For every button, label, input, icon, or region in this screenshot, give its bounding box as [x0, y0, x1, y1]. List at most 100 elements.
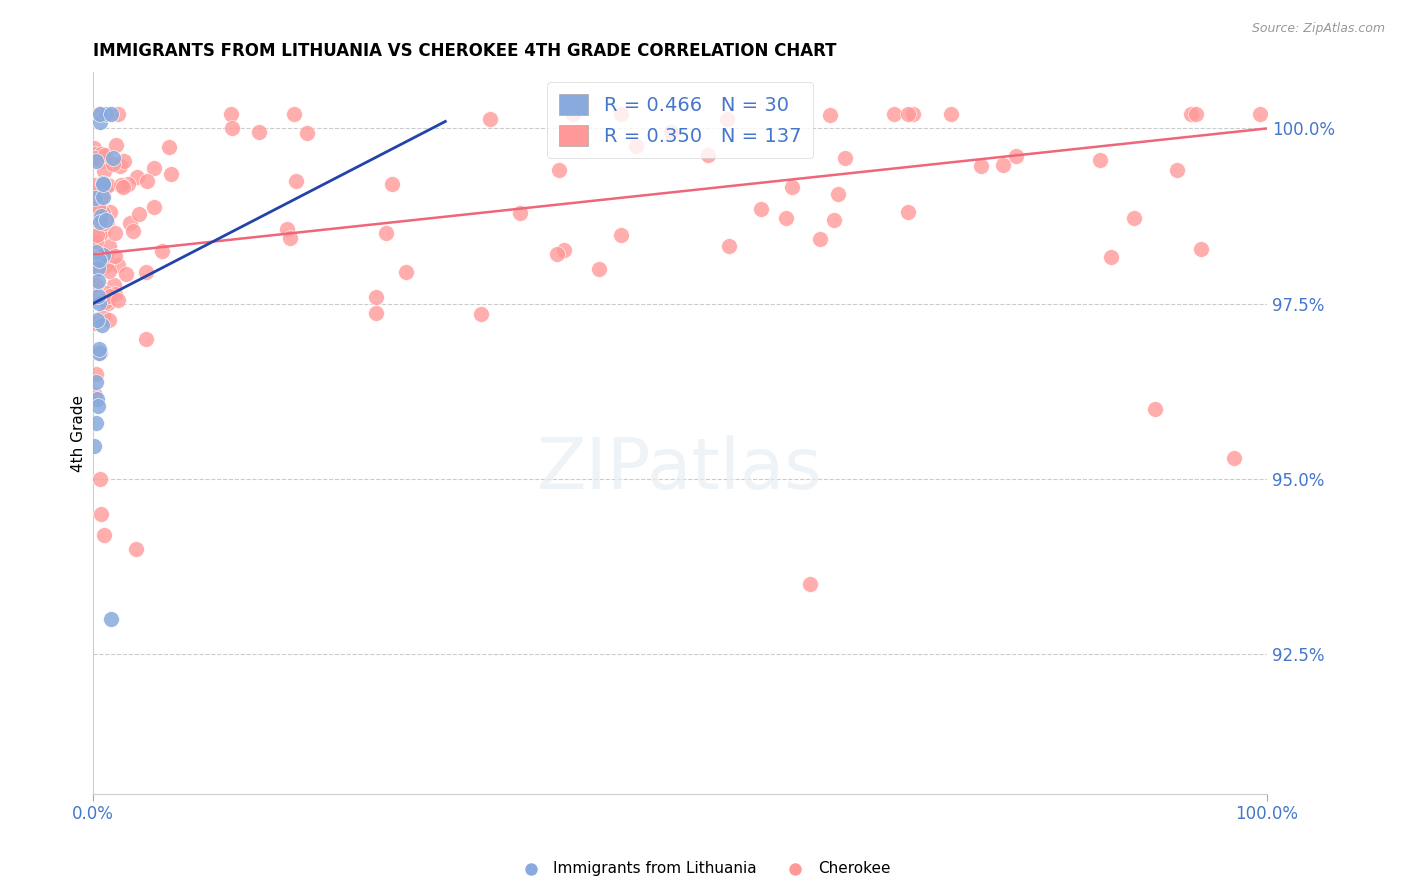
Point [89, 472, 111, 486]
Point [83, 178, 105, 193]
Point [1180, 107, 1202, 121]
Point [107, 107, 129, 121]
Point [89, 107, 111, 121]
Point [548, 162, 571, 177]
Point [94, 180, 117, 194]
Point [83, 212, 105, 227]
Point [87, 289, 110, 303]
Point [93, 148, 115, 162]
Point [827, 187, 849, 202]
Point [96, 213, 118, 227]
Y-axis label: 4th Grade: 4th Grade [72, 394, 86, 472]
Point [103, 277, 125, 292]
Point [86, 392, 108, 407]
Point [89, 215, 111, 229]
Point [115, 268, 138, 282]
Point [375, 226, 398, 240]
Point [96, 107, 118, 121]
Point [808, 232, 831, 246]
Point [98, 313, 121, 327]
Point [84, 154, 107, 169]
Point [90, 507, 112, 521]
Point [1122, 211, 1144, 226]
Point [98, 204, 121, 219]
Point [799, 576, 821, 591]
Point [90, 146, 112, 161]
Point [1189, 242, 1212, 256]
Point [91, 309, 114, 323]
Point [142, 200, 165, 214]
Point [94, 295, 117, 310]
Point [1223, 450, 1246, 465]
Point [775, 211, 797, 225]
Point [366, 306, 388, 320]
Point [588, 261, 610, 276]
Point [395, 264, 418, 278]
Point [91, 176, 114, 190]
Point [276, 222, 298, 236]
Point [96, 248, 118, 262]
Point [107, 258, 129, 272]
Point [1166, 162, 1188, 177]
Point [86, 312, 108, 326]
Point [90, 190, 112, 204]
Point [897, 107, 920, 121]
Point [283, 107, 305, 121]
Point [84, 235, 107, 249]
Point [1099, 251, 1122, 265]
Point [103, 151, 125, 165]
Point [717, 239, 740, 253]
Point [94, 214, 117, 228]
Point [284, 174, 307, 188]
Point [470, 307, 492, 321]
Text: Source: ZipAtlas.com: Source: ZipAtlas.com [1251, 22, 1385, 36]
Legend: Immigrants from Lithuania, Cherokee: Immigrants from Lithuania, Cherokee [509, 855, 897, 882]
Point [93, 527, 115, 541]
Point [97, 296, 120, 310]
Point [87, 199, 110, 213]
Point [364, 289, 387, 303]
Point [903, 107, 925, 121]
Point [93, 164, 115, 178]
Point [624, 138, 647, 153]
Point [83, 194, 105, 208]
Point [97, 178, 120, 193]
Point [101, 157, 124, 171]
Point [110, 178, 132, 193]
Point [84, 367, 107, 381]
Point [124, 541, 146, 556]
Point [86, 399, 108, 413]
Point [1249, 107, 1271, 121]
Point [93, 216, 115, 230]
Point [107, 293, 129, 308]
Point [546, 247, 568, 261]
Point [897, 205, 920, 219]
Point [87, 200, 110, 214]
Point [553, 243, 575, 257]
Point [135, 265, 157, 279]
Point [117, 177, 139, 191]
Point [84, 387, 107, 401]
Point [89, 345, 111, 359]
Text: IMMIGRANTS FROM LITHUANIA VS CHEROKEE 4TH GRADE CORRELATION CHART: IMMIGRANTS FROM LITHUANIA VS CHEROKEE 4T… [93, 42, 837, 60]
Point [84, 151, 107, 165]
Point [87, 197, 110, 211]
Point [112, 153, 135, 168]
Point [83, 141, 105, 155]
Point [128, 207, 150, 221]
Point [939, 107, 962, 121]
Point [93, 178, 115, 192]
Point [84, 375, 107, 389]
Text: ZIPatlas: ZIPatlas [537, 434, 823, 504]
Point [87, 261, 110, 276]
Point [90, 318, 112, 332]
Point [780, 180, 803, 194]
Point [143, 161, 166, 175]
Point [219, 107, 242, 121]
Point [159, 167, 181, 181]
Point [127, 169, 149, 184]
Point [105, 138, 128, 153]
Point [90, 209, 112, 223]
Point [87, 253, 110, 268]
Point [103, 249, 125, 263]
